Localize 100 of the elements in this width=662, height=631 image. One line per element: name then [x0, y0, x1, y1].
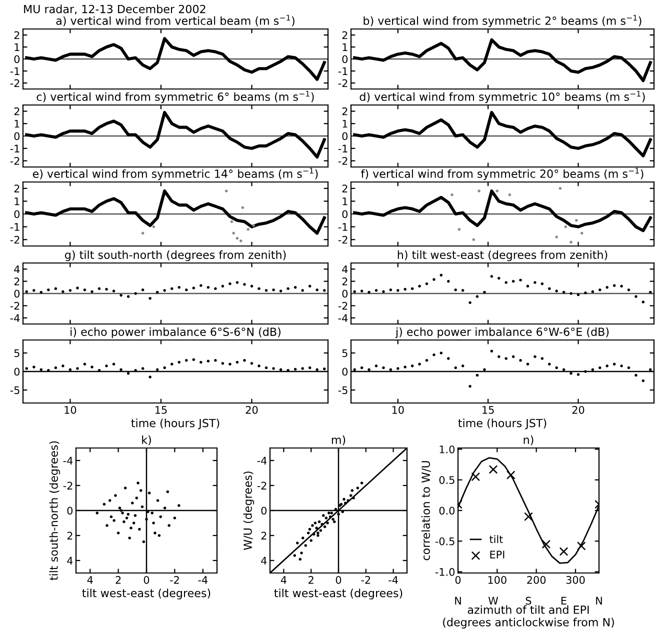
- text: N: [596, 596, 602, 605]
- text: MU radar, 12-13 December 2002: [24, 4, 206, 14]
- y-tick-label: 0: [67, 506, 73, 515]
- y-tick-label: 0.5: [439, 476, 454, 484]
- y-tick-label: 0: [342, 368, 348, 376]
- y-tick-label: -2: [10, 236, 20, 244]
- y-tick-label: 2: [14, 278, 20, 286]
- y-tick-label: -4: [10, 314, 20, 322]
- x-tick-label: 4: [87, 576, 93, 584]
- y-tick-label: 0: [342, 290, 348, 298]
- x-tick-label: 100: [488, 576, 506, 584]
- x-tick-label: 20: [246, 406, 258, 414]
- y-tick-label: -2: [257, 482, 266, 490]
- y-tick-label: -1: [338, 144, 348, 152]
- x-tick-label: 200: [527, 576, 546, 584]
- y-tick-label: -4: [63, 456, 73, 464]
- y-tick-label: 2: [14, 184, 20, 192]
- y-tick-label: -2: [63, 482, 72, 490]
- chart-title: c) vertical wind from symmetric 6° beams (m s$^{−1}$): [36, 90, 314, 104]
- y-tick-label: -1: [10, 67, 20, 75]
- y-tick-label: 1: [342, 43, 348, 51]
- y-tick-label: -2: [338, 236, 348, 244]
- y-tick-label: 2: [342, 31, 348, 39]
- y-tick-label: -1: [10, 223, 20, 231]
- y-tick-label: 0: [342, 55, 348, 64]
- chart-title: f) vertical wind from symmetric 20° beams (m s$^{−1}$): [361, 168, 644, 180]
- y-tick-label: 0: [342, 132, 348, 140]
- y-axis-title: W/U (degrees): [243, 472, 254, 550]
- y-tick-label: 2: [342, 107, 348, 116]
- y-tick-label: -5: [338, 386, 348, 394]
- y-tick-label: -2: [10, 302, 20, 310]
- y-tick-label: 1: [14, 43, 20, 51]
- y-tick-label: 2: [261, 532, 266, 540]
- x-tick-label: -2: [170, 576, 179, 584]
- y-tick-label: 2: [342, 278, 348, 286]
- x-tick-label: -4: [198, 576, 208, 584]
- y-tick-label: -1: [10, 144, 20, 152]
- x-tick-label: 2: [308, 576, 314, 584]
- y-axis-title: tilt south-north (degrees): [49, 441, 60, 580]
- chart-title: b) vertical wind from symmetric 2° beams (m s$^{−1}$): [364, 14, 642, 28]
- y-tick-label: 1.0: [440, 445, 455, 454]
- text: E: [561, 596, 566, 605]
- x-tick-label: 2: [116, 576, 121, 584]
- y-tick-label: -1: [338, 67, 348, 75]
- x-tick-label: 10: [64, 406, 76, 414]
- chart-title: n): [524, 435, 534, 446]
- y-tick-label: -5: [10, 386, 20, 394]
- x-axis-title: tilt west-east (degrees): [82, 588, 210, 600]
- y-tick-label: -2: [338, 302, 348, 310]
- y-tick-label: 4: [67, 556, 73, 564]
- chart-title: g) tilt south-north (degrees from zenith): [65, 250, 286, 262]
- x-axis-title: time (hours JST): [131, 418, 220, 430]
- y-tick-label: -2: [338, 79, 348, 87]
- y-tick-label: 4: [261, 556, 267, 564]
- y-tick-label: 1: [342, 120, 348, 128]
- y-tick-label: -1.0: [435, 568, 455, 576]
- chart-title: h) tilt west-east (degrees from zenith): [398, 250, 608, 262]
- y-tick-label: 0: [261, 506, 267, 515]
- y-tick-label: 2: [67, 532, 72, 540]
- y-tick-label: -4: [338, 314, 348, 322]
- y-tick-label: -2: [10, 157, 20, 165]
- x-tick-label: 4: [280, 576, 286, 584]
- text: N: [455, 596, 461, 605]
- chart-title: e) vertical wind from symmetric 14° beams (m s$^{−1}$): [32, 168, 318, 180]
- x-tick-label: -4: [388, 576, 398, 584]
- chart-title: d) vertical wind from symmetric 10° beams (m s$^{−1}$): [360, 90, 645, 104]
- chart-title: j) echo power imbalance 6°W-6°E (dB): [395, 327, 609, 338]
- y-tick-label: -1: [338, 223, 348, 231]
- x-axis-title: tilt west-east (degrees): [274, 588, 402, 600]
- y-tick-label: 0: [14, 368, 20, 376]
- x-tick-label: 15: [482, 406, 494, 414]
- y-tick-label: 2: [342, 184, 348, 192]
- x-tick-label: 300: [566, 576, 585, 584]
- x-axis-title: time (hours JST): [458, 418, 546, 430]
- y-tick-label: 4: [14, 265, 20, 274]
- y-tick-label: 0: [14, 55, 20, 64]
- y-tick-label: 0: [14, 210, 20, 218]
- y-tick-label: 5: [342, 349, 348, 358]
- y-tick-label: 1: [342, 198, 348, 206]
- chart-title: i) echo power imbalance 6°S-6°N (dB): [70, 327, 280, 338]
- y-tick-label: 2: [14, 107, 20, 116]
- chart-title: a) vertical wind from vertical beam (m s$^{−1}$): [56, 14, 294, 26]
- y-tick-label: -4: [257, 456, 267, 464]
- x-tick-label: 20: [572, 406, 584, 414]
- x-tick-label: 15: [155, 406, 167, 414]
- y-tick-label: 5: [14, 349, 20, 358]
- text: W: [488, 596, 498, 605]
- legend-label: tilt: [490, 535, 503, 544]
- y-tick-label: 2: [14, 31, 20, 39]
- y-tick-label: -2: [10, 79, 20, 87]
- y-tick-label: 1: [14, 198, 20, 206]
- y-tick-label: 0: [14, 290, 20, 298]
- y-tick-label: 4: [342, 265, 348, 274]
- x-axis-title: azimuth of tilt and EPI (degrees anticlockwise from N): [443, 605, 614, 628]
- y-tick-label: 1: [14, 120, 20, 128]
- chart-title: k): [142, 435, 151, 446]
- y-axis-title: correlation to W/U: [421, 461, 431, 560]
- x-tick-label: -2: [361, 576, 370, 584]
- x-tick-label: 0: [144, 576, 150, 584]
- text: S: [526, 596, 532, 605]
